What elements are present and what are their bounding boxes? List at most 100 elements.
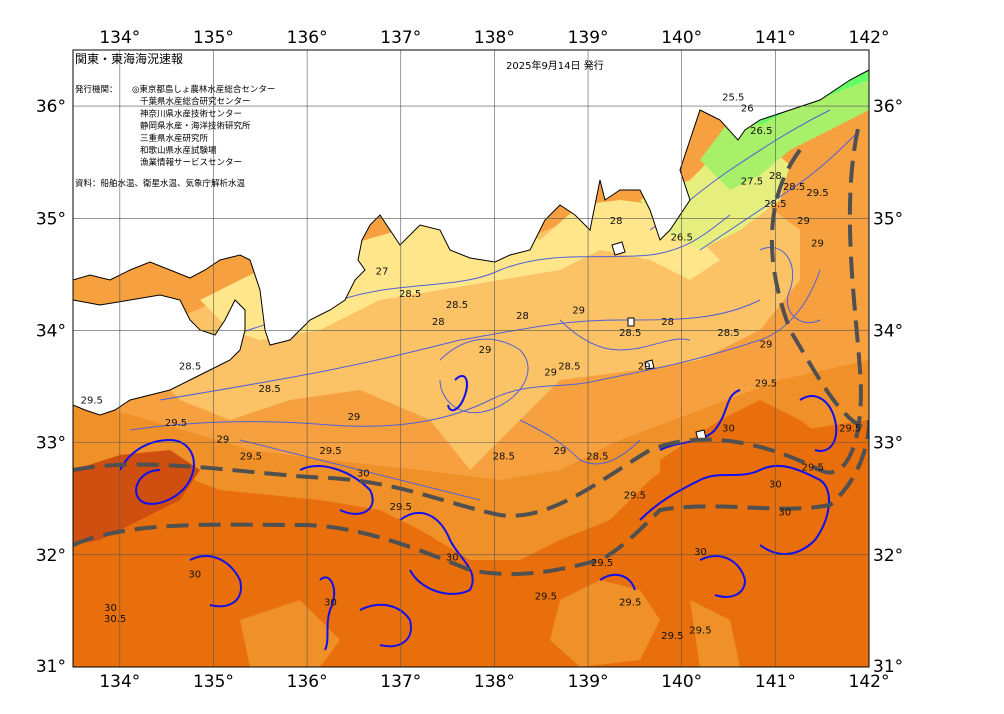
isotherm-label: 26 — [741, 104, 754, 115]
isotherm-label: 29.5 — [319, 446, 341, 457]
isotherm-line — [759, 246, 821, 324]
isotherm-label: 29 — [544, 367, 557, 378]
isotherm-label: 29.5 — [755, 379, 777, 390]
isotherm-label: 29 — [638, 362, 651, 373]
isotherm-30-line — [359, 603, 412, 648]
isotherm-label: 30 — [722, 423, 735, 434]
isotherm-label: 28 — [769, 171, 782, 182]
isotherm-label: 28.5 — [493, 451, 515, 462]
isotherm-label: 29.5 — [165, 418, 187, 429]
isotherm-label: 29.5 — [839, 423, 861, 434]
isotherm-label: 29 — [554, 446, 567, 457]
isotherm-30-line — [189, 555, 242, 608]
land-areas — [73, 50, 869, 441]
isotherm-line — [439, 338, 529, 414]
kuroshio-axis-south — [73, 420, 869, 577]
latitude-labels-right: 36° 35° 34° 33° 32° 31° — [873, 97, 903, 677]
longitude-label: 137° — [380, 672, 421, 692]
latitude-label: 36° — [873, 97, 903, 117]
longitude-label: 138° — [474, 28, 515, 48]
longitude-labels-bottom: 134° 135° 136° 137° 138° 139° 140° 141° 142° — [99, 672, 889, 692]
latitude-label: 36° — [36, 97, 66, 117]
sst-patch-29-5 — [550, 580, 660, 667]
isotherm-label: 28.5 — [399, 289, 421, 300]
isotherm-label: 29 — [572, 306, 585, 317]
isotherm-label: 28.5 — [586, 451, 608, 462]
isotherm-30-line — [119, 438, 195, 505]
isotherm-label: 28 — [432, 317, 445, 328]
isotherm-label: 30 — [324, 597, 337, 608]
sst-field: 25.52626.527.52828.528.52929.5292826.527… — [73, 50, 869, 667]
isotherm-label: 27.5 — [741, 177, 763, 188]
isotherm-label: 28 — [661, 317, 674, 328]
kuroshio-axis-loop — [769, 148, 869, 432]
isotherm-label: 28.5 — [446, 300, 468, 311]
issuer-item: 三重県水産研究所 — [140, 133, 209, 144]
kuroshio-axis-north — [73, 119, 863, 518]
isotherm-30-line — [799, 395, 838, 452]
longitude-label: 134° — [99, 672, 140, 692]
latitude-label: 33° — [36, 434, 66, 454]
issuer-item: 和歌山県水産試験場 — [140, 145, 217, 156]
isotherm-30-line — [639, 464, 831, 556]
isotherm-30-line — [599, 573, 636, 591]
isotherm-line — [699, 129, 861, 251]
isotherm-label: 29 — [348, 412, 361, 423]
sst-patch-29-5 — [240, 600, 340, 667]
issuer-item: ◎東京都島しょ農林水産総合センター — [132, 84, 275, 95]
latitude-label: 33° — [873, 434, 903, 454]
longitude-label: 139° — [568, 28, 609, 48]
isotherm-label: 29.5 — [591, 558, 613, 569]
issuer-item: 静岡県水産・海洋技術研究所 — [140, 121, 251, 132]
isotherm-label: 30 — [694, 547, 707, 558]
isotherm-labels: 25.52626.527.52828.528.52929.5292826.527… — [81, 92, 862, 641]
isotherm-label: 29.5 — [806, 188, 828, 199]
latitude-label: 31° — [873, 657, 903, 677]
latitude-label: 32° — [36, 546, 66, 566]
longitude-label: 134° — [99, 28, 140, 48]
issue-date: 2025年9月14日 発行 — [506, 59, 604, 72]
longitude-label: 135° — [193, 672, 234, 692]
isotherm-label: 29.5 — [390, 502, 412, 513]
issuer-item: 漁業情報サービスセンター — [140, 157, 242, 168]
issuer-item: 千葉県水産総合研究センター — [140, 96, 251, 107]
isotherm-label: 29 — [760, 339, 773, 350]
isotherm-label: 25.5 — [722, 92, 744, 103]
isotherm-label: 30 — [188, 569, 201, 580]
isotherm-label: 29.5 — [624, 491, 646, 502]
isotherm-label: 26.5 — [750, 126, 772, 137]
land-oshima — [611, 241, 626, 256]
sst-patch-29-5 — [690, 600, 740, 667]
isotherm-label: 27 — [376, 266, 389, 277]
issuer-list: ◎東京都島しょ農林水産総合センター千葉県水産総合研究センター神奈川県水産技術セン… — [132, 84, 275, 168]
longitude-label: 142° — [849, 672, 890, 692]
isotherm-label: 29.5 — [619, 597, 641, 608]
isotherm-label: 28.5 — [179, 362, 201, 373]
issuer-label: 発行機関： — [75, 84, 118, 95]
data-sources: 資料：船舶水温、衛星水温、気象庁解析水温 — [75, 178, 246, 189]
isotherm-label: 28.5 — [764, 199, 786, 210]
longitude-label: 139° — [568, 672, 609, 692]
isotherm-label: 29 — [479, 345, 492, 356]
latitude-labels-left: 36° 35° 34° 33° 32° 31° — [36, 97, 66, 677]
land-miyake — [644, 359, 655, 370]
longitude-label: 135° — [193, 28, 234, 48]
longitude-label: 140° — [661, 672, 702, 692]
isotherm-line — [559, 319, 691, 351]
map-frame — [72, 49, 870, 668]
isotherm-30-line — [399, 511, 474, 595]
isotherm-label: 28.5 — [783, 182, 805, 193]
isotherm-30-line — [447, 375, 468, 412]
longitude-label: 138° — [474, 672, 515, 692]
latitude-label: 34° — [873, 321, 903, 341]
sst-band-30-east — [660, 400, 869, 560]
latitude-label: 31° — [36, 657, 66, 677]
isotherm-line — [129, 269, 821, 431]
isotherm-label: 26.5 — [671, 233, 693, 244]
land-honshu — [73, 50, 869, 346]
kuroshio-axis — [73, 119, 869, 577]
isotherm-label: 29.5 — [661, 631, 683, 642]
isotherm-label: 30.5 — [104, 614, 126, 625]
lat-lon-grid — [73, 50, 869, 667]
